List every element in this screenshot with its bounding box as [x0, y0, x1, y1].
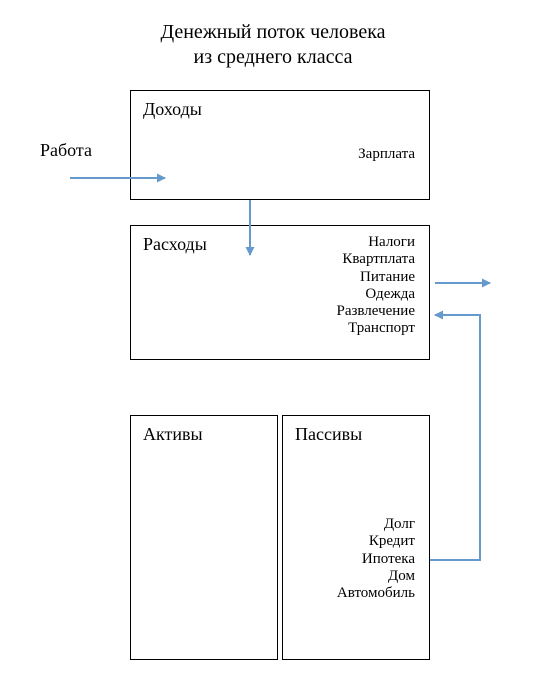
diagram-stage: Денежный поток человека из среднего клас…: [0, 0, 546, 682]
liabilities-item: Дом: [337, 568, 415, 585]
expenses-item: Транспорт: [337, 320, 416, 337]
diagram-title: Денежный поток человека из среднего клас…: [0, 20, 546, 70]
liabilities-item: Ипотека: [337, 551, 415, 568]
liabilities-box: Пассивы ДолгКредитИпотекаДомАвтомобиль: [282, 415, 430, 660]
liabilities-list: ДолгКредитИпотекаДомАвтомобиль: [337, 516, 415, 602]
assets-header: Активы: [131, 416, 277, 445]
income-box: Доходы Зарплата: [130, 90, 430, 200]
arrow-liabilities-to-expenses: [430, 315, 480, 560]
liabilities-item: Долг: [337, 516, 415, 533]
assets-box: Активы: [130, 415, 278, 660]
expenses-item: Налоги: [337, 234, 416, 251]
expenses-item: Квартплата: [337, 251, 416, 268]
income-header: Доходы: [131, 91, 429, 120]
expenses-item: Одежда: [337, 286, 416, 303]
liabilities-item: Кредит: [337, 533, 415, 550]
expenses-item: Развлечение: [337, 303, 416, 320]
expenses-item: Питание: [337, 269, 416, 286]
expenses-list: НалогиКвартплатаПитаниеОдеждаРазвлечение…: [337, 234, 416, 338]
title-line-1: Денежный поток человека: [160, 21, 385, 43]
expenses-box: Расходы НалогиКвартплатаПитаниеОдеждаРаз…: [130, 225, 430, 360]
income-item: Зарплата: [358, 146, 415, 163]
liabilities-item: Автомобиль: [337, 585, 415, 602]
liabilities-header: Пассивы: [283, 416, 429, 445]
title-line-2: из среднего класса: [193, 46, 352, 68]
work-label: Работа: [40, 140, 92, 161]
